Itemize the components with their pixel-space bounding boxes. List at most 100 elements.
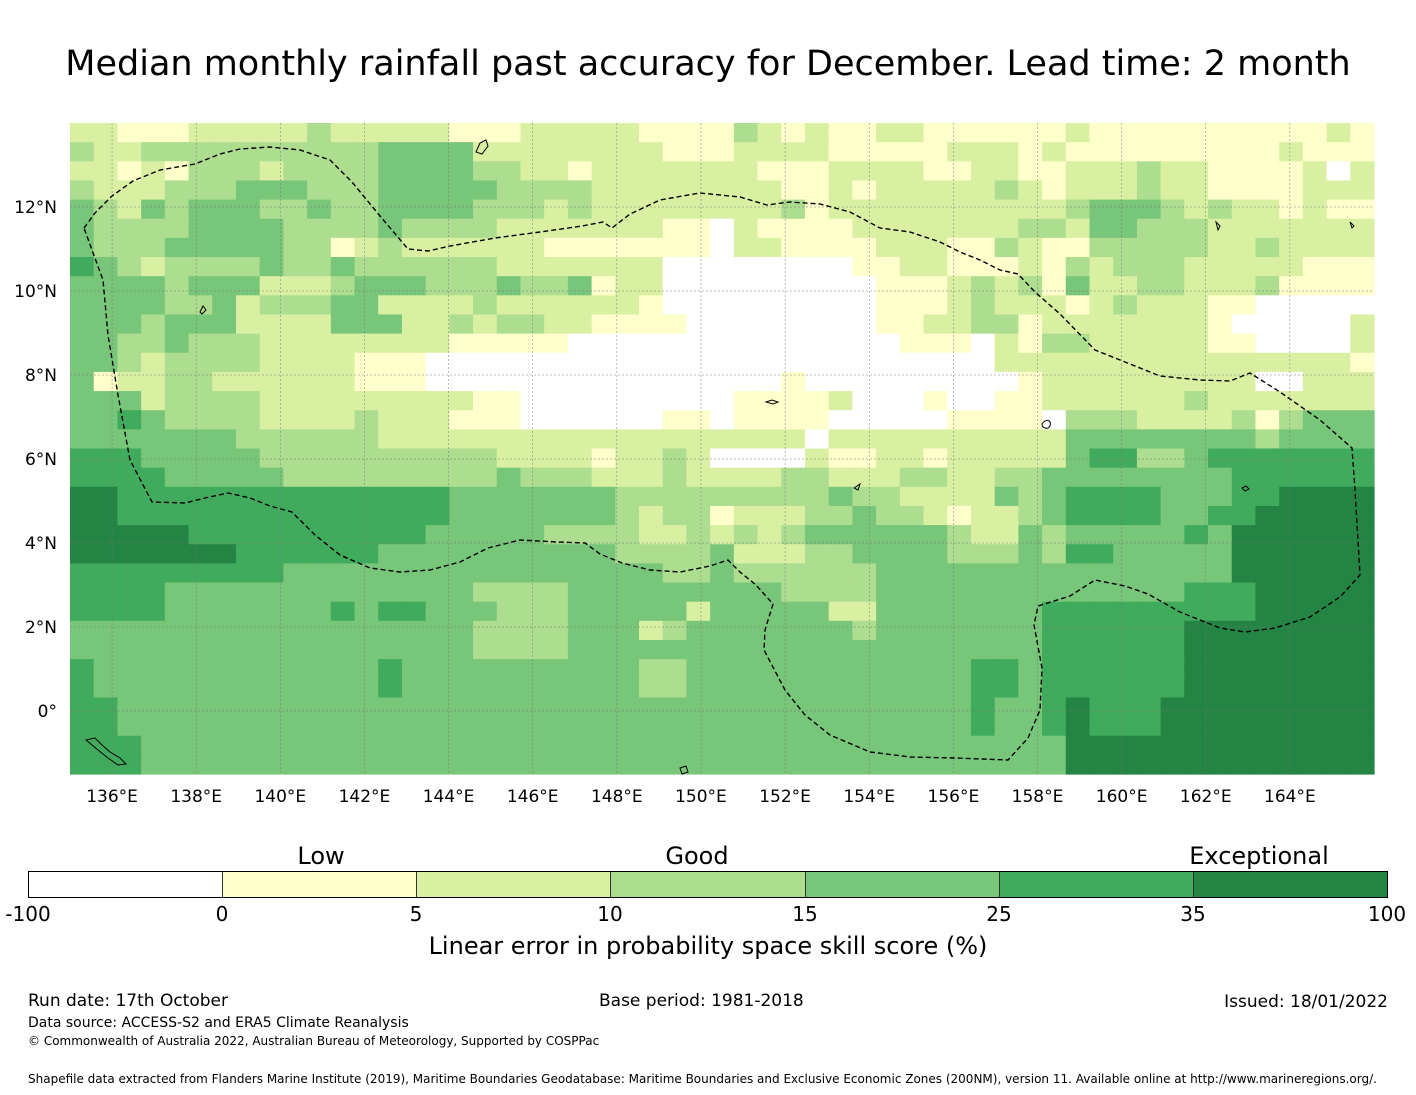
score-cell bbox=[591, 391, 616, 411]
score-cell bbox=[283, 257, 308, 277]
score-cell bbox=[781, 180, 806, 201]
score-cell bbox=[828, 314, 853, 335]
score-cell bbox=[212, 237, 237, 258]
score-cell bbox=[188, 429, 213, 450]
score-cell bbox=[330, 352, 356, 373]
score-cell bbox=[733, 161, 759, 182]
score-cell bbox=[876, 257, 901, 277]
score-cell bbox=[947, 639, 972, 660]
score-cell bbox=[947, 505, 972, 526]
score-cell bbox=[923, 467, 948, 488]
score-cell bbox=[567, 142, 593, 162]
score-cell bbox=[567, 544, 593, 564]
score-cell bbox=[378, 659, 403, 679]
score-cell bbox=[662, 563, 688, 584]
score-cell bbox=[1184, 333, 1209, 354]
score-cell bbox=[1208, 295, 1233, 316]
score-cell bbox=[117, 142, 142, 162]
score-cell bbox=[1018, 276, 1043, 296]
score-cell bbox=[520, 295, 545, 316]
score-cell bbox=[1255, 716, 1280, 737]
score-cell bbox=[1255, 429, 1280, 450]
score-cell bbox=[1326, 659, 1351, 679]
score-cell bbox=[1350, 505, 1375, 526]
score-cell bbox=[449, 525, 474, 545]
score-cell bbox=[733, 716, 759, 737]
score-cell bbox=[1113, 505, 1138, 526]
score-cell bbox=[1279, 697, 1304, 718]
score-cell bbox=[1231, 410, 1257, 430]
score-cell bbox=[757, 429, 782, 450]
score-cell bbox=[757, 123, 782, 143]
score-cell bbox=[923, 601, 948, 622]
score-cell bbox=[876, 525, 901, 545]
score-cell bbox=[544, 544, 569, 564]
score-cell bbox=[899, 754, 925, 775]
score-cell bbox=[876, 448, 901, 469]
score-cell bbox=[354, 257, 379, 277]
score-cell bbox=[378, 314, 403, 335]
score-cell bbox=[1065, 659, 1091, 679]
score-cell bbox=[1231, 505, 1257, 526]
score-cell bbox=[1184, 659, 1209, 679]
score-cell bbox=[639, 505, 664, 526]
score-cell bbox=[1113, 237, 1138, 258]
score-cell bbox=[473, 161, 498, 182]
score-cell bbox=[1160, 639, 1185, 660]
score-cell bbox=[1042, 199, 1067, 220]
score-cell bbox=[188, 391, 213, 411]
score-cell bbox=[401, 391, 427, 411]
score-cell bbox=[473, 257, 498, 277]
score-cell bbox=[1208, 218, 1233, 239]
score-cell bbox=[639, 371, 664, 392]
score-cell bbox=[994, 391, 1019, 411]
score-cell bbox=[970, 620, 996, 641]
score-cell bbox=[1184, 237, 1209, 258]
score-cell bbox=[425, 199, 450, 220]
score-cell bbox=[378, 237, 403, 258]
score-cell bbox=[947, 123, 972, 143]
score-cell bbox=[70, 735, 95, 756]
score-cell bbox=[378, 180, 403, 201]
score-cell bbox=[378, 199, 403, 220]
score-cell bbox=[1018, 429, 1043, 450]
score-cell bbox=[781, 716, 806, 737]
score-cell bbox=[1184, 257, 1209, 277]
score-cell bbox=[923, 525, 948, 545]
score-cell bbox=[710, 199, 735, 220]
score-cell bbox=[401, 697, 427, 718]
score-cell bbox=[923, 276, 948, 296]
score-cell bbox=[639, 123, 664, 143]
score-cell bbox=[496, 237, 522, 258]
score-cell bbox=[1160, 123, 1185, 143]
score-cell bbox=[449, 295, 474, 316]
score-cell bbox=[615, 352, 640, 373]
score-cell bbox=[330, 544, 356, 564]
score-cell bbox=[591, 410, 616, 430]
longitude-tick-label: 158°E bbox=[1012, 787, 1064, 807]
score-cell bbox=[354, 199, 379, 220]
score-cell bbox=[615, 410, 640, 430]
score-cell bbox=[899, 467, 925, 488]
score-cell bbox=[970, 371, 996, 392]
score-cell bbox=[117, 754, 142, 775]
colorbar-tick: 100 bbox=[1367, 902, 1407, 926]
score-cell bbox=[235, 563, 261, 584]
score-cell bbox=[235, 333, 261, 354]
score-cell bbox=[1279, 199, 1304, 220]
score-cell bbox=[70, 467, 95, 488]
score-cell bbox=[378, 429, 403, 450]
score-cell bbox=[923, 123, 948, 143]
longitude-tick-labels: 136°E 138°E 140°E 142°E 144°E 146°E 148°E 150°E… bbox=[86, 787, 1316, 807]
score-cell bbox=[330, 237, 356, 258]
score-cell bbox=[449, 161, 474, 182]
score-cell bbox=[117, 639, 142, 660]
score-cell bbox=[923, 429, 948, 450]
score-cell bbox=[1089, 697, 1114, 718]
score-cell bbox=[1208, 754, 1233, 775]
score-cell bbox=[757, 371, 782, 392]
score-cell bbox=[1255, 371, 1280, 392]
score-cell bbox=[970, 276, 996, 296]
score-cell bbox=[164, 448, 190, 469]
score-cell bbox=[1160, 697, 1185, 718]
